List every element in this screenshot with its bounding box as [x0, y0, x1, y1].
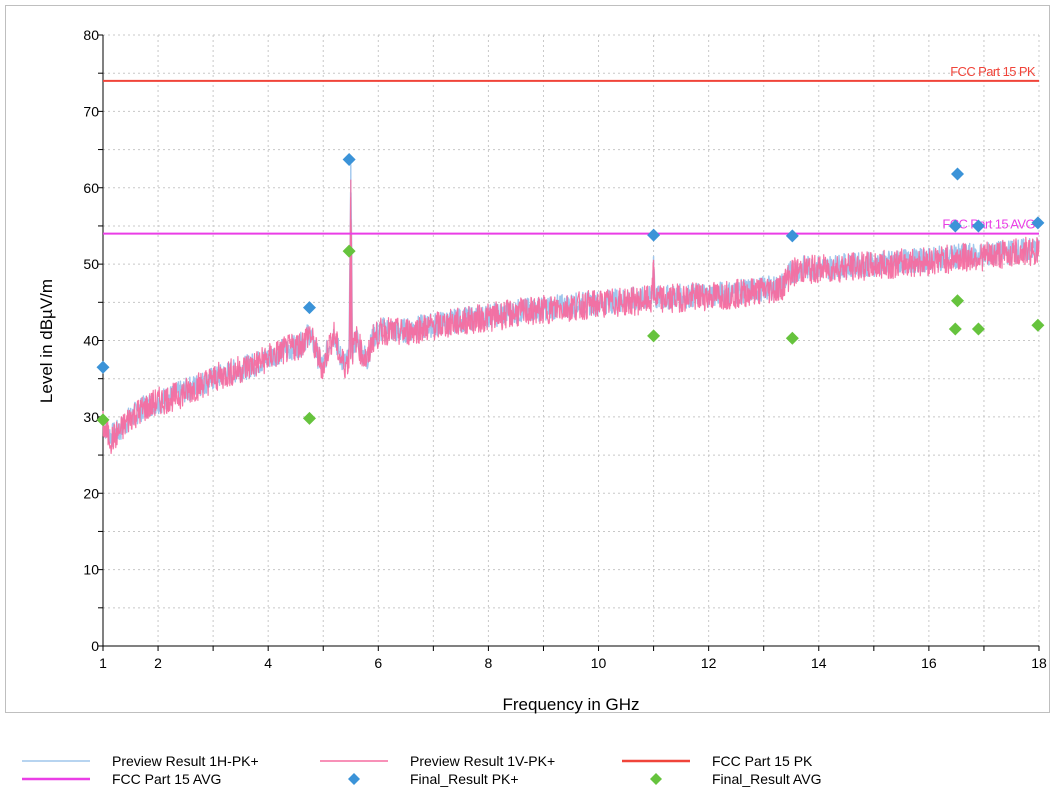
legend-line-icon [20, 753, 92, 769]
marker-point [1031, 216, 1045, 230]
marker-point [647, 228, 661, 242]
legend-line-icon [20, 771, 92, 787]
y-tick-label: 0 [91, 638, 99, 654]
x-axis-label: Frequency in GHz [503, 695, 640, 714]
marker-point [785, 331, 799, 345]
legend-item: Final_Result PK+ [318, 770, 519, 788]
legend-line-icon [620, 753, 692, 769]
marker-point [96, 413, 110, 427]
marker-point [302, 301, 316, 315]
x-tick-label: 12 [701, 655, 717, 671]
marker-point [302, 411, 316, 425]
marker-layer [96, 152, 1045, 427]
marker-point [951, 294, 965, 308]
x-tick-label: 10 [591, 655, 607, 671]
legend-label: FCC Part 15 PK [712, 753, 813, 769]
legend-item: Preview Result 1H-PK+ [20, 752, 259, 770]
legend-label: Preview Result 1V-PK+ [410, 753, 556, 769]
legend-item: FCC Part 15 PK [620, 752, 812, 770]
legend-item: Preview Result 1V-PK+ [318, 752, 555, 770]
y-tick-label: 50 [83, 256, 99, 272]
marker-point [647, 329, 661, 343]
marker-point [948, 322, 962, 336]
marker-point [1031, 318, 1045, 332]
y-tick-label: 70 [83, 103, 99, 119]
legend-diamond-icon [620, 771, 692, 787]
x-tick-label: 14 [811, 655, 827, 671]
marker-point [96, 360, 110, 374]
marker-point [342, 152, 356, 166]
marker-point [785, 229, 799, 243]
x-tick-label: 2 [154, 655, 162, 671]
y-tick-label: 20 [83, 485, 99, 501]
series-line [102, 179, 1040, 455]
x-tick-label: 4 [264, 655, 272, 671]
y-tick-label: 40 [83, 333, 99, 349]
limit-layer: FCC Part 15 PK FCC Part 15 AVG [103, 64, 1039, 235]
legend-item: FCC Part 15 AVG [20, 770, 221, 788]
x-tick-label: 1 [99, 655, 107, 671]
legend: Preview Result 1H-PK+ Preview Result 1V-P… [0, 752, 1055, 792]
marker-point [971, 322, 985, 336]
legend-label: Final_Result AVG [712, 771, 822, 787]
marker-point [951, 167, 965, 181]
legend-line-icon [318, 753, 390, 769]
y-tick-label: 80 [83, 27, 99, 43]
y-tick-label: 60 [83, 180, 99, 196]
legend-diamond-icon [318, 771, 390, 787]
legend-label: Preview Result 1H-PK+ [112, 753, 259, 769]
marker-point [948, 219, 962, 233]
x-tick-label: 18 [1031, 655, 1047, 671]
y-axis-label: Level in dBµV/m [37, 279, 56, 403]
marker-point [971, 219, 985, 233]
marker-point [342, 244, 356, 258]
series-layer [102, 164, 1040, 455]
legend-label: Final_Result PK+ [410, 771, 519, 787]
legend-label: FCC Part 15 AVG [112, 771, 222, 787]
y-tick-label: 30 [83, 409, 99, 425]
chart-frame [5, 5, 1050, 713]
legend-item: Final_Result AVG [620, 770, 821, 788]
limit-label: FCC Part 15 PK [950, 64, 1036, 79]
grid-layer [102, 34, 1040, 647]
x-tick-label: 6 [374, 655, 382, 671]
x-tick-label: 8 [485, 655, 493, 671]
x-tick-label: 16 [921, 655, 937, 671]
y-tick-label: 10 [83, 562, 99, 578]
limit-label: FCC Part 15 AVG [942, 217, 1035, 232]
